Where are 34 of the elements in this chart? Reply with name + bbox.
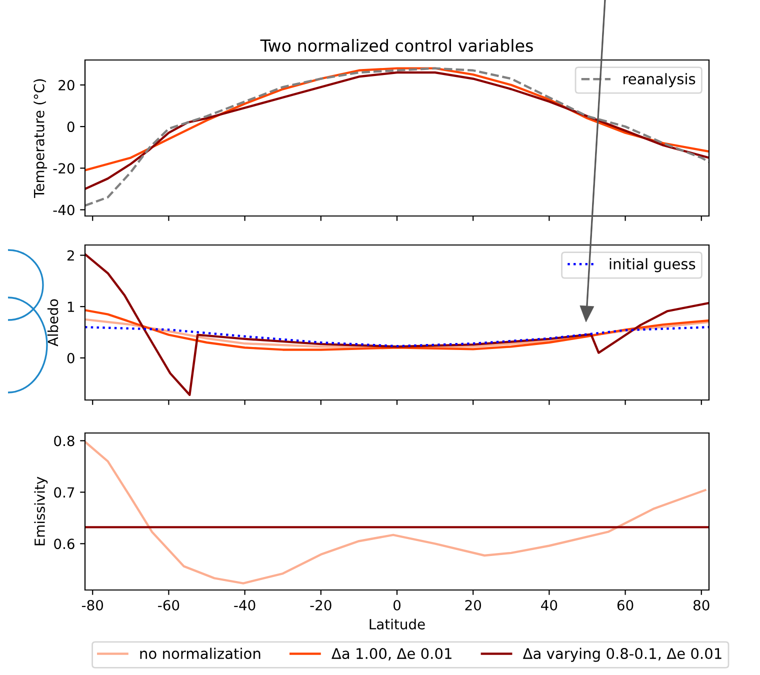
legend-label: reanalysis [624, 73, 696, 88]
y-tick-label: 0.8 [54, 436, 74, 446]
x-tick-label: 20 [465, 600, 482, 610]
line-series [85, 253, 709, 396]
chart-title: Two normalized control variables [260, 39, 533, 52]
y-tick-label: 1 [68, 302, 74, 312]
x-tick-label: -80 [82, 600, 104, 610]
x-tick-label: 80 [693, 600, 710, 610]
y-tick-label: 20 [58, 80, 74, 90]
x-tick-label: 40 [541, 600, 558, 610]
y-axis-title: Emissivity [34, 476, 48, 546]
x-tick-label: 0 [393, 600, 400, 610]
x-tick-label: -40 [234, 600, 256, 610]
x-tick-label: -20 [310, 600, 332, 610]
legend-label: Δa varying 0.8-0.1, Δe 0.01 [522, 648, 722, 662]
y-tick-label: 2 [67, 250, 74, 261]
y-tick-label: -40 [53, 204, 74, 216]
y-tick-label: -20 [53, 163, 74, 174]
y-tick-label: 0.7 [54, 487, 74, 498]
legend-label: no normalization [140, 648, 260, 660]
legend-label: Δa 1.00, Δe 0.01 [332, 648, 452, 661]
y-tick-label: 0 [67, 122, 74, 132]
y-axis-title: Temperature (°C) [34, 79, 48, 198]
legend-label: initial guess [610, 258, 696, 272]
y-axis-title: Albedo [47, 299, 58, 346]
y-tick-label: 0.6 [54, 538, 74, 550]
x-axis-title: Latitude [370, 618, 425, 630]
line-series [85, 67, 709, 172]
y-tick-label: 0 [67, 352, 74, 364]
line-series [85, 440, 706, 584]
line-series [85, 326, 709, 348]
line-series [85, 309, 709, 351]
x-tick-label: 60 [617, 600, 634, 610]
x-tick-label: -60 [158, 600, 180, 610]
